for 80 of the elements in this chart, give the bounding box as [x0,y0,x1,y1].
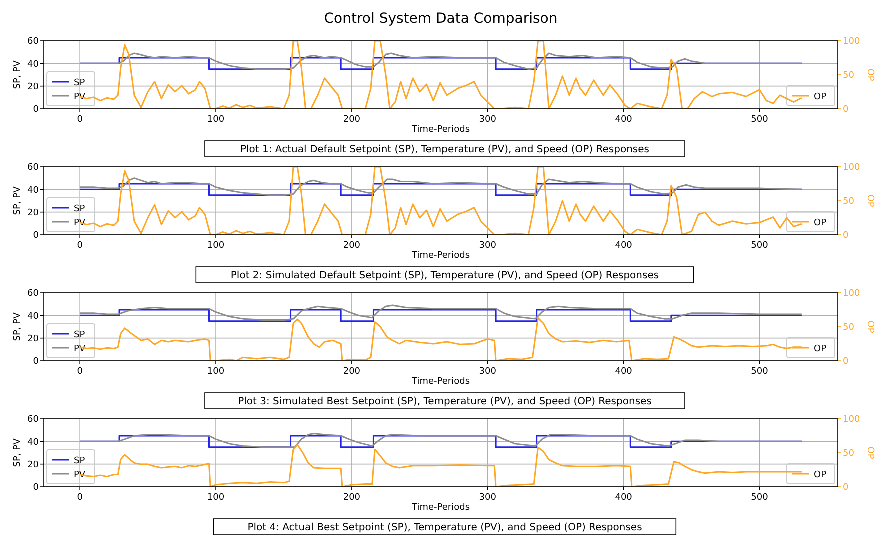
line-series [79,52,803,70]
x-tick-label: 300 [479,241,497,251]
y2-axis-title: OP [865,68,875,82]
y2-tick-label: 50 [843,71,855,82]
y-tick-label: 60 [28,163,40,174]
x-tick-label: 300 [479,367,497,377]
x-tick-label: 200 [343,241,361,251]
x-tick-label: 500 [751,367,769,377]
y2-tick-label: 50 [843,323,855,334]
y2-tick-label: 100 [843,163,860,174]
text: Plot 2: Simulated Default Setpoint (SP), Temperature (PV), and Speed (OP) Responses [230,270,660,282]
y-tick-label: 0 [33,231,40,242]
y2-axis-title: OP [865,446,875,460]
y-tick-label: 20 [28,208,40,219]
y-tick-label: 60 [28,415,40,426]
legend-label: SP [74,204,86,214]
legend-label: SP [74,78,86,88]
y2-tick-label: 50 [843,197,855,208]
y2-axis-title: OP [865,320,875,334]
x-tick-label: 0 [77,241,84,251]
line-series [79,178,803,196]
y2-axis-title: OP [865,194,875,208]
y-axis-title: SP, PV [13,438,23,468]
x-tick-label: 0 [77,367,84,377]
x-axis-title: Time-Periods [410,503,470,513]
y-tick-label: 40 [28,60,40,70]
x-tick-label: 200 [343,367,361,377]
y2-tick-label: 100 [843,415,860,426]
y-tick-label: 60 [28,37,40,48]
text: Plot 1: Actual Default Setpoint (SP), Temperature (PV), and Speed (OP) Responses [240,144,650,156]
x-tick-label: 0 [77,115,84,125]
x-tick-label: 400 [615,493,633,503]
x-tick-label: 100 [207,367,225,377]
text: Plot 4: Actual Best Setpoint (SP), Temperature (PV), and Speed (OP) Responses [248,522,642,534]
y2-tick-label: 0 [843,483,849,494]
x-tick-label: 400 [615,241,633,251]
x-tick-label: 400 [615,115,633,125]
line-series [79,304,803,321]
y-tick-label: 40 [28,186,40,196]
y-tick-label: 0 [33,483,40,494]
x-tick-label: 500 [751,241,769,251]
x-tick-label: 300 [479,493,497,503]
x-tick-label: 100 [207,115,225,125]
y2-tick-label: 0 [843,231,849,242]
chart-title: Control System Data Comparison [324,11,558,27]
y-axis-title: SP, PV [13,312,23,342]
legend-label: OP [814,218,828,228]
y-tick-label: 60 [28,289,40,300]
x-tick-label: 0 [77,493,84,503]
y-tick-label: 20 [28,460,40,471]
x-axis-title: Time-Periods [410,251,470,261]
y-tick-label: 20 [28,334,40,345]
x-tick-label: 500 [751,115,769,125]
y2-tick-label: 0 [843,357,849,368]
x-tick-label: 200 [343,493,361,503]
x-tick-label: 400 [615,367,633,377]
y-axis-title: SP, PV [13,186,23,216]
x-tick-label: 100 [207,241,225,251]
x-tick-label: 300 [479,115,497,125]
legend-label: OP [814,470,828,480]
legend-label: OP [814,344,828,354]
y2-tick-label: 50 [843,449,855,460]
y2-tick-label: 100 [843,289,860,300]
y-tick-label: 40 [28,438,40,448]
y-axis-title: SP, PV [13,60,23,90]
legend-label: OP [814,92,828,102]
x-tick-label: 100 [207,493,225,503]
x-tick-label: 200 [343,115,361,125]
legend-label: SP [74,330,86,340]
x-axis-title: Time-Periods [410,125,470,135]
y2-tick-label: 100 [843,37,860,48]
y-tick-label: 0 [33,105,40,116]
y-tick-label: 40 [28,312,40,322]
y2-tick-label: 0 [843,105,849,116]
y-tick-label: 20 [28,82,40,93]
legend-label: SP [74,456,86,466]
x-tick-label: 500 [751,493,769,503]
x-axis-title: Time-Periods [410,377,470,387]
y-tick-label: 0 [33,357,40,368]
text: Plot 3: Simulated Best Setpoint (SP), Temperature (PV), and Speed (OP) Responses [238,396,652,408]
